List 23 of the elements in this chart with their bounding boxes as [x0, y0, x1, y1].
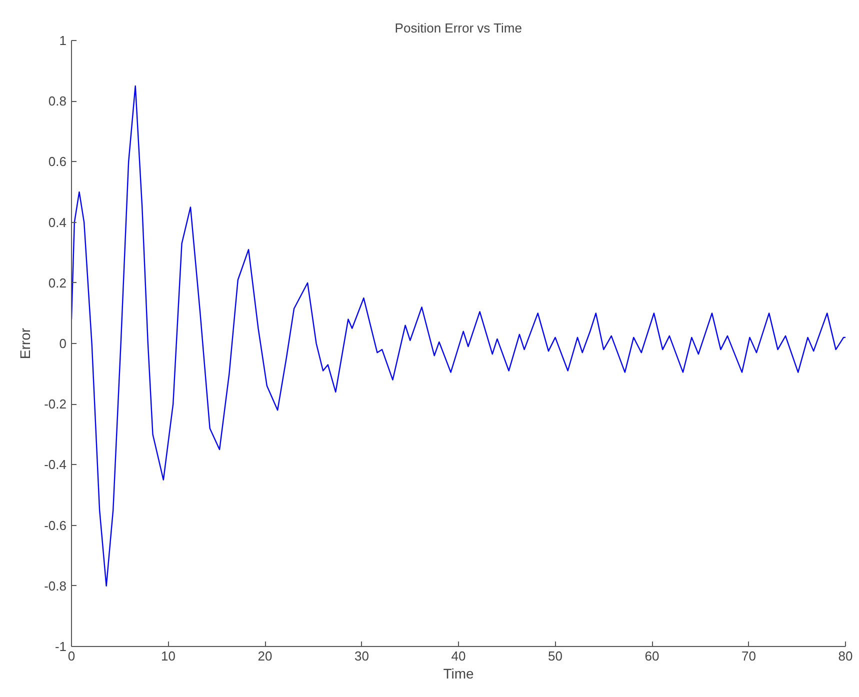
- x-tick-label: 50: [548, 648, 562, 664]
- chart-title: Position Error vs Time: [394, 20, 522, 36]
- x-tick-label: 80: [838, 648, 853, 664]
- y-tick-label: -0.4: [44, 457, 67, 472]
- x-tick-label: 60: [644, 648, 660, 664]
- y-tick-label: -0.6: [44, 518, 67, 533]
- y-tick-label: 0.2: [48, 275, 67, 290]
- y-tick-label: -0.2: [44, 396, 67, 412]
- y-tick-label: 0.8: [48, 94, 67, 109]
- y-tick-label: 0: [59, 336, 67, 351]
- x-tick-label: 70: [742, 648, 756, 664]
- y-tick-label: 0.4: [48, 214, 67, 230]
- x-tick-label: 30: [354, 648, 369, 664]
- y-axis-title: Error: [17, 328, 34, 360]
- y-tick-label: 1: [59, 33, 67, 48]
- x-tick-label: 10: [161, 648, 176, 664]
- x-tick-label: 20: [258, 648, 272, 664]
- line-series: [72, 85, 846, 586]
- y-tick-label: -1: [54, 639, 67, 654]
- y-tick-label: 0.6: [48, 154, 67, 170]
- y-tick-label: -0.8: [44, 578, 67, 594]
- x-axis-title: Time: [443, 666, 474, 682]
- x-tick-label: 40: [451, 648, 466, 664]
